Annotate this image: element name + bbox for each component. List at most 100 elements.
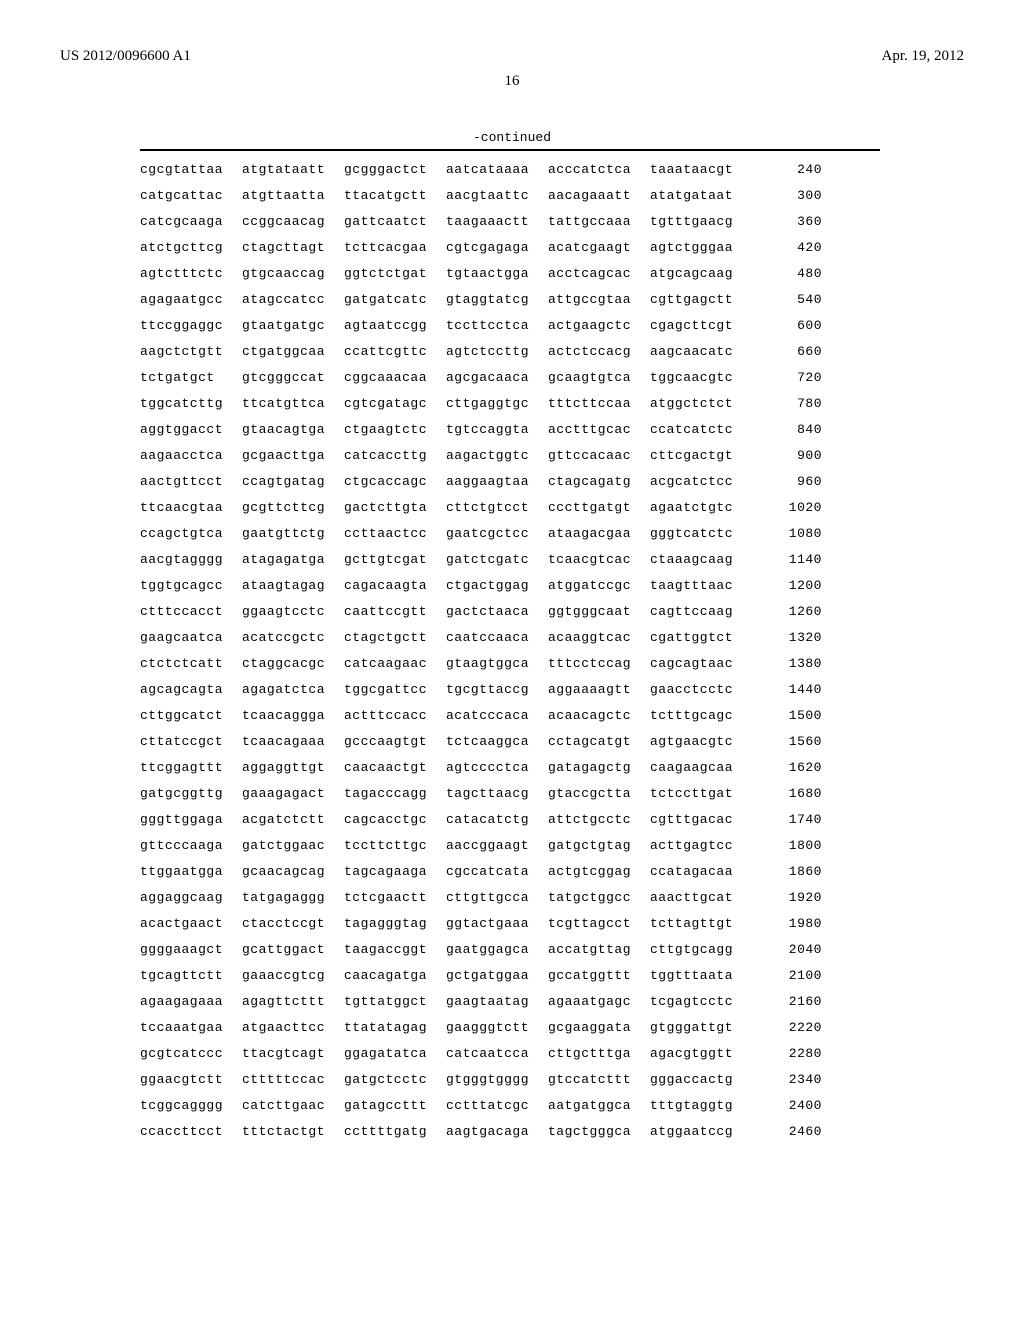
- sequence-block: acaaggtcac: [548, 625, 640, 651]
- sequence-position: 2100: [772, 963, 822, 989]
- sequence-position: 1320: [772, 625, 822, 651]
- sequence-block: actgaagctc: [548, 313, 640, 339]
- sequence-block: tcgttagcct: [548, 911, 640, 937]
- sequence-block: gcaacagcag: [242, 859, 334, 885]
- sequence-block: catcaagaac: [344, 651, 436, 677]
- sequence-block: gactcttgta: [344, 495, 436, 521]
- sequence-block: agagatctca: [242, 677, 334, 703]
- sequence-row: aggaggcaagtatgagagggtctcgaacttcttgttgcca…: [140, 885, 964, 911]
- sequence-row: cttatccgcttcaacagaaagcccaagtgttctcaaggca…: [140, 729, 964, 755]
- sequence-block: acatcgaagt: [548, 235, 640, 261]
- sequence-block: taagtttaac: [650, 573, 742, 599]
- sequence-position: 240: [772, 157, 822, 183]
- sequence-position: 1380: [772, 651, 822, 677]
- sequence-position: 360: [772, 209, 822, 235]
- sequence-block: accatgttag: [548, 937, 640, 963]
- sequence-row: gcgtcatcccttacgtcagtggagatatcacatcaatcca…: [140, 1041, 964, 1067]
- sequence-block: gattcaatct: [344, 209, 436, 235]
- sequence-block: cttgtgcagg: [650, 937, 742, 963]
- sequence-block: gggttggaga: [140, 807, 232, 833]
- sequence-block: tggcgattcc: [344, 677, 436, 703]
- sequence-block: ttcaacgtaa: [140, 495, 232, 521]
- sequence-block: ctgcaccagc: [344, 469, 436, 495]
- sequence-position: 1200: [772, 573, 822, 599]
- sequence-block: ttcatgttca: [242, 391, 334, 417]
- sequence-row: ccagctgtcagaatgttctgccttaactccgaatcgctcc…: [140, 521, 964, 547]
- sequence-block: cggcaaacaa: [344, 365, 436, 391]
- sequence-block: tctccttgat: [650, 781, 742, 807]
- sequence-block: atgttaatta: [242, 183, 334, 209]
- sequence-row: ttccggaggcgtaatgatgcagtaatccggtccttcctca…: [140, 313, 964, 339]
- sequence-block: ttcggagttt: [140, 755, 232, 781]
- sequence-block: tgcagttctt: [140, 963, 232, 989]
- sequence-block: cttctgtcct: [446, 495, 538, 521]
- sequence-row: tctgatgctgtcgggccatcggcaaacaaagcgacaacag…: [140, 365, 964, 391]
- sequence-block: tcttcacgaa: [344, 235, 436, 261]
- sequence-block: acactgaact: [140, 911, 232, 937]
- sequence-row: agaagagaaaagagttcttttgttatggctgaagtaatag…: [140, 989, 964, 1015]
- sequence-row: tgcagttcttgaaaccgtcgcaacagatgagctgatggaa…: [140, 963, 964, 989]
- sequence-block: catcaatcca: [446, 1041, 538, 1067]
- sequence-block: cttatccgct: [140, 729, 232, 755]
- sequence-block: cgtttgacac: [650, 807, 742, 833]
- sequence-block: cgcgtattaa: [140, 157, 232, 183]
- sequence-block: gtaagtggca: [446, 651, 538, 677]
- sequence-block: aggaaaagtt: [548, 677, 640, 703]
- sequence-row: tccaaatgaaatgaacttccttatatagaggaagggtctt…: [140, 1015, 964, 1041]
- sequence-block: caatccaaca: [446, 625, 538, 651]
- sequence-block: ttacatgctt: [344, 183, 436, 209]
- sequence-block: catcgcaaga: [140, 209, 232, 235]
- sequence-position: 2160: [772, 989, 822, 1015]
- sequence-block: atagagatga: [242, 547, 334, 573]
- sequence-position: 1980: [772, 911, 822, 937]
- sequence-block: gtaggtatcg: [446, 287, 538, 313]
- sequence-block: ggaagtcctc: [242, 599, 334, 625]
- sequence-row: ttggaatggagcaacagcagtagcagaagacgccatcata…: [140, 859, 964, 885]
- sequence-block: ccttaactcc: [344, 521, 436, 547]
- sequence-block: agtcccctca: [446, 755, 538, 781]
- sequence-block: ggtgggcaat: [548, 599, 640, 625]
- sequence-block: gaatggagca: [446, 937, 538, 963]
- sequence-block: tgcgttaccg: [446, 677, 538, 703]
- sequence-row: cttggcatcttcaacagggaactttccaccacatcccaca…: [140, 703, 964, 729]
- sequence-block: atggatccgc: [548, 573, 640, 599]
- sequence-position: 1800: [772, 833, 822, 859]
- sequence-block: gtgcaaccag: [242, 261, 334, 287]
- sequence-position: 1020: [772, 495, 822, 521]
- sequence-row: agcagcagtaagagatctcatggcgattcctgcgttaccg…: [140, 677, 964, 703]
- sequence-block: tgtaactgga: [446, 261, 538, 287]
- sequence-block: tatgctggcc: [548, 885, 640, 911]
- sequence-block: gaaaccgtcg: [242, 963, 334, 989]
- sequence-block: aaggaagtaa: [446, 469, 538, 495]
- sequence-row: ggggaaagctgcattggacttaagaccggtgaatggagca…: [140, 937, 964, 963]
- sequence-block: atgcagcaag: [650, 261, 742, 287]
- sequence-row: tcggcaggggcatcttgaacgatagcctttcctttatcgc…: [140, 1093, 964, 1119]
- sequence-block: ctagctgctt: [344, 625, 436, 651]
- sequence-row: ttcaacgtaagcgttcttcggactcttgtacttctgtcct…: [140, 495, 964, 521]
- sequence-block: acaacagctc: [548, 703, 640, 729]
- sequence-block: tctcgaactt: [344, 885, 436, 911]
- sequence-row: cgcgtattaaatgtataattgcgggactctaatcataaaa…: [140, 157, 964, 183]
- sequence-block: gcgtcatccc: [140, 1041, 232, 1067]
- sequence-block: gaacctcctc: [650, 677, 742, 703]
- sequence-block: ctaggcacgc: [242, 651, 334, 677]
- sequence-position: 540: [772, 287, 822, 313]
- sequence-block: aagctctgtt: [140, 339, 232, 365]
- sequence-rule-top: [140, 149, 880, 151]
- sequence-block: ttacgtcagt: [242, 1041, 334, 1067]
- sequence-block: gtaccgctta: [548, 781, 640, 807]
- sequence-block: gcttgtcgat: [344, 547, 436, 573]
- sequence-block: tgtccaggta: [446, 417, 538, 443]
- sequence-block: ccatcatctc: [650, 417, 742, 443]
- sequence-block: ataagtagag: [242, 573, 334, 599]
- sequence-block: cgtcgagaga: [446, 235, 538, 261]
- sequence-block: ccattcgttc: [344, 339, 436, 365]
- sequence-block: actttccacc: [344, 703, 436, 729]
- sequence-row: ggaacgtcttctttttccacgatgctcctcgtgggtgggg…: [140, 1067, 964, 1093]
- sequence-block: agaaatgagc: [548, 989, 640, 1015]
- sequence-block: gaagcaatca: [140, 625, 232, 651]
- sequence-block: cagacaagta: [344, 573, 436, 599]
- page-header: US 2012/0096600 A1 Apr. 19, 2012: [60, 48, 964, 65]
- sequence-row: ccaccttccttttctactgtccttttgatgaagtgacaga…: [140, 1119, 964, 1145]
- sequence-position: 2280: [772, 1041, 822, 1067]
